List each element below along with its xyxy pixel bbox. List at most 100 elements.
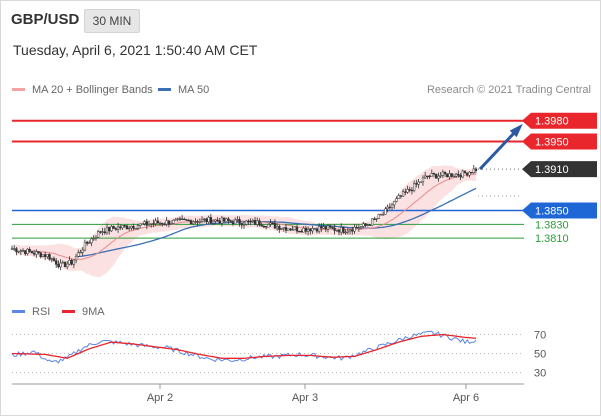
candle-body xyxy=(300,231,303,233)
candle-body xyxy=(66,263,69,268)
candle xyxy=(46,254,49,259)
candle xyxy=(145,218,148,230)
candle xyxy=(348,228,352,235)
candle xyxy=(227,217,230,224)
candle-body xyxy=(430,173,433,177)
candle xyxy=(432,172,436,178)
candle-body xyxy=(317,226,321,232)
rsi-tick-50: 50 xyxy=(534,349,546,361)
candle-body xyxy=(410,189,414,192)
candle-body xyxy=(295,226,299,232)
candle-body xyxy=(309,228,312,232)
candle-body xyxy=(41,254,45,258)
candle-body xyxy=(130,226,133,229)
candle-body xyxy=(163,223,166,226)
candle xyxy=(415,179,418,188)
candle-body xyxy=(72,259,76,265)
candle xyxy=(218,217,221,224)
candle-body xyxy=(17,251,20,253)
rsi-ma-line xyxy=(11,333,477,359)
rsi-swatch xyxy=(12,309,25,313)
legend-ma-bb-label: MA 20 + Bollinger Bands xyxy=(32,84,153,96)
candle-body xyxy=(401,191,405,197)
candle xyxy=(172,219,175,224)
candle-body xyxy=(375,218,378,220)
candle xyxy=(238,216,241,227)
ma50-line xyxy=(78,187,477,258)
candle xyxy=(362,221,365,228)
candle xyxy=(35,249,38,258)
candle xyxy=(384,206,387,215)
candle xyxy=(15,246,18,256)
candle-body xyxy=(218,220,221,224)
candle xyxy=(85,240,89,246)
candle xyxy=(103,227,106,235)
candle-body xyxy=(154,220,157,224)
candle xyxy=(83,239,87,252)
candle xyxy=(97,229,100,238)
candle-body xyxy=(172,219,175,224)
resistance-tag-0: 1.3980 xyxy=(522,112,597,129)
candle xyxy=(240,223,243,230)
candle xyxy=(295,224,299,234)
candle-body xyxy=(291,229,294,231)
candle xyxy=(178,216,182,221)
candle-body xyxy=(134,228,137,230)
candle xyxy=(147,220,151,226)
candle-body xyxy=(437,175,440,179)
candle xyxy=(220,215,224,227)
candle xyxy=(355,224,358,229)
candle xyxy=(229,219,232,222)
candle-body xyxy=(415,183,418,185)
candle xyxy=(337,228,341,236)
candle-body xyxy=(156,220,159,224)
candle xyxy=(273,219,277,230)
candle xyxy=(74,253,78,264)
timestamp: Tuesday, April 6, 2021 1:50:40 AM CET xyxy=(13,42,258,58)
candle-body xyxy=(63,261,67,268)
candle xyxy=(267,223,270,228)
candle xyxy=(211,219,215,226)
candle xyxy=(424,171,427,179)
candle-body xyxy=(48,254,51,260)
candle xyxy=(231,219,235,226)
candle-body xyxy=(92,237,95,240)
candle-body xyxy=(90,238,93,244)
candle-body xyxy=(441,171,445,176)
legend-ma50-label: MA 50 xyxy=(178,84,210,96)
candle-body xyxy=(13,248,16,250)
timeframe-button[interactable]: 30 MIN xyxy=(84,9,140,33)
candle-body xyxy=(474,168,478,172)
candle-body xyxy=(236,219,239,221)
candle-body xyxy=(121,225,124,229)
candle xyxy=(59,259,62,271)
candle xyxy=(271,221,274,225)
candle xyxy=(315,227,319,234)
candle xyxy=(50,257,53,263)
candle-body xyxy=(384,208,387,215)
forecast-arrow xyxy=(478,123,523,171)
candle-body xyxy=(439,175,442,177)
candle xyxy=(236,216,239,222)
candle-body xyxy=(141,223,144,225)
candle xyxy=(446,173,449,178)
candle-body xyxy=(143,221,146,224)
candle-body xyxy=(322,226,325,229)
candle xyxy=(404,188,407,196)
candle-body xyxy=(203,218,206,221)
candle-body xyxy=(28,248,31,252)
candle-body xyxy=(366,224,369,226)
candle xyxy=(377,213,380,219)
x-axis: Apr 2 Apr 3 Apr 6 xyxy=(12,383,524,404)
candle xyxy=(258,218,261,227)
candle xyxy=(30,251,34,254)
candle-body xyxy=(371,218,374,226)
candle-body xyxy=(200,219,204,222)
candle xyxy=(406,185,409,194)
candle-body xyxy=(165,220,168,225)
candle-body xyxy=(225,218,228,222)
minor-support-label-5: 1.3810 xyxy=(535,233,569,245)
candle-body xyxy=(421,177,425,183)
candle xyxy=(66,261,69,270)
candle xyxy=(430,169,433,177)
